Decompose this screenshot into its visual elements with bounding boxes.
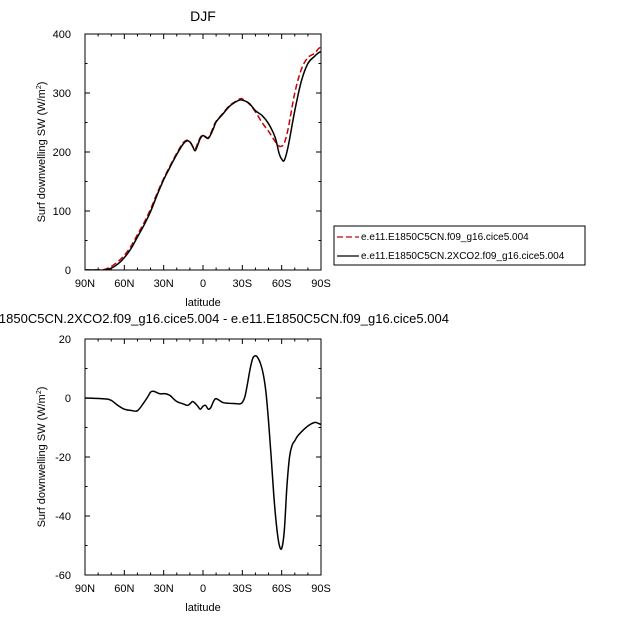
top-y-axis-label-text: Surf downwelling SW (W/m [36, 89, 48, 222]
top-x-tick-label: 0 [200, 278, 206, 290]
bottom-y-tick-label: 0 [65, 393, 71, 405]
bottom-x-tick-label: 60S [272, 583, 292, 595]
legend: e.e11.E1850C5CN.f09_g16.cice5.004 e.e11.… [333, 225, 586, 266]
top-y-tick-label: 0 [65, 265, 71, 277]
bottom-x-tick-label: 30N [154, 583, 174, 595]
bottom-panel: e.e11.E1850C5CN.2XCO2.f09_g16.cice5.004 … [0, 311, 449, 614]
bottom-tick-layer: 90N 60N 30N 0 30S 60S 90S -60 -40 -20 0 20 [55, 334, 331, 595]
legend-label-control: e.e11.E1850C5CN.f09_g16.cice5.004 [361, 232, 529, 243]
bottom-plot-frame [84, 338, 322, 576]
bottom-y-tick-label: 20 [59, 334, 71, 346]
bottom-x-tick-label: 30S [233, 583, 253, 595]
bottom-y-tick-label: -20 [55, 452, 71, 464]
bottom-chart-title: e.e11.E1850C5CN.2XCO2.f09_g16.cice5.004 … [0, 311, 449, 326]
bottom-series-layer [85, 355, 321, 550]
top-x-tick-label: 60S [272, 278, 292, 290]
top-y-tick-label: 400 [53, 29, 71, 41]
legend-box [333, 225, 586, 266]
top-x-tick-label: 30N [154, 278, 174, 290]
top-x-tick-label: 90S [311, 278, 331, 290]
top-plot-frame [84, 33, 322, 271]
top-chart-title: DJF [190, 8, 216, 24]
top-y-axis-label: Surf downwelling SW (W/m2) [36, 82, 48, 223]
bottom-y-tick-label: -60 [55, 570, 71, 582]
bottom-x-tick-label: 60N [114, 583, 134, 595]
bottom-y-axis-label-superscript: 2 [36, 390, 43, 394]
bottom-x-tick-label: 90S [311, 583, 331, 595]
legend-label-2xco2: e.e11.E1850C5CN.2XCO2.f09_g16.cice5.004 [361, 251, 565, 262]
top-tick-layer: 90N 60N 30N 0 30S 60S 90S 0 100 200 300 400 [53, 29, 331, 290]
top-y-axis-label-close: ) [36, 82, 48, 86]
bottom-y-axis-label: Surf downwelling SW (W/m2) [36, 387, 48, 528]
top-x-axis-label: latitude [185, 297, 220, 309]
bottom-y-axis-label-close: ) [36, 387, 48, 391]
bottom-x-tick-label: 90N [75, 583, 95, 595]
top-y-tick-label: 100 [53, 206, 71, 218]
top-series-line-2 [85, 51, 321, 270]
bottom-x-axis-label: latitude [185, 602, 220, 614]
top-y-tick-label: 300 [53, 88, 71, 100]
top-series-layer [85, 46, 321, 270]
bottom-series-line-1 [85, 355, 321, 550]
bottom-x-tick-label: 0 [200, 583, 206, 595]
top-x-tick-label: 60N [114, 278, 134, 290]
bottom-y-tick-label: -40 [55, 511, 71, 523]
bottom-y-axis-label-text: Surf downwelling SW (W/m [36, 394, 48, 527]
top-x-tick-label: 90N [75, 278, 95, 290]
top-panel: DJF 90N 60N 30N 0 30S 60S 90S 0 100 200 300 400 lat… [36, 8, 586, 309]
top-x-tick-label: 30S [233, 278, 253, 290]
top-y-axis-label-superscript: 2 [36, 85, 43, 89]
top-y-tick-label: 200 [53, 147, 71, 159]
